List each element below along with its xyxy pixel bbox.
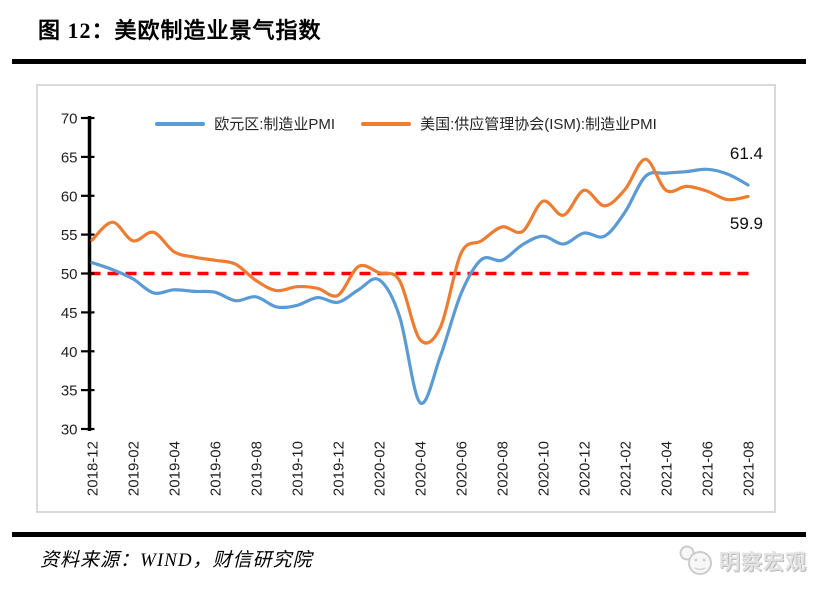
legend-label-eurozone: 欧元区:制造业PMI xyxy=(214,116,336,133)
x-tick-label: 2020-08 xyxy=(495,441,512,496)
watermark-logo-icon xyxy=(679,545,712,575)
x-tick-label: 2020-04 xyxy=(413,441,430,496)
watermark-text: 明察宏观 xyxy=(719,551,807,574)
y-tick-label: 60 xyxy=(61,188,78,205)
y-tick-label: 30 xyxy=(61,422,78,439)
x-tick-label: 2020-06 xyxy=(454,441,471,496)
line-plot: 30 35 40 45 50 55 60 65 70 2018-12 2019-02 2019-04 2… xyxy=(61,111,758,497)
figure-title: 图 12：美欧制造业景气指数 xyxy=(38,18,322,43)
us-ism-pmi-line xyxy=(90,157,750,345)
chart-area: 欧元区:制造业PMI 美国:供应管理协会(ISM):制造业PMI 30 35 40 4… xyxy=(36,84,776,513)
x-tick-label: 2020-12 xyxy=(577,441,594,496)
x-tick-label: 2019-04 xyxy=(167,441,184,496)
legend-item-us-ism: 美国:供应管理协会(ISM):制造业PMI xyxy=(361,113,657,134)
chart-legend: 欧元区:制造业PMI 美国:供应管理协会(ISM):制造业PMI xyxy=(38,113,774,134)
x-tick-label: 2021-04 xyxy=(659,441,676,496)
y-tick-label: 35 xyxy=(61,383,78,400)
x-tick-label: 2019-08 xyxy=(249,441,266,496)
y-tick-label: 40 xyxy=(61,344,78,361)
eurozone-pmi-line xyxy=(90,167,750,405)
x-tick-label: 2021-06 xyxy=(700,441,717,496)
y-tick-label: 65 xyxy=(61,149,78,166)
x-tick-label: 2019-10 xyxy=(290,441,307,496)
title-divider xyxy=(12,59,806,64)
x-tick-label: 2020-02 xyxy=(372,441,389,496)
y-tick-label: 50 xyxy=(61,266,78,283)
source-note: 资料来源：WIND，财信研究院 xyxy=(40,550,313,571)
us-ism-line-swatch xyxy=(361,121,412,126)
x-tick-label: 2019-02 xyxy=(126,441,143,496)
x-tick-label: 2019-12 xyxy=(331,441,348,496)
legend-label-us-ism: 美国:供应管理协会(ISM):制造业PMI xyxy=(420,116,657,133)
y-tick-label: 55 xyxy=(61,227,78,244)
x-tick-label: 2021-08 xyxy=(741,441,758,496)
eurozone-line-swatch xyxy=(155,121,206,126)
footer-divider xyxy=(12,532,806,537)
eurozone-end-value: 61.4 xyxy=(729,144,763,163)
y-tick-label: 70 xyxy=(61,111,78,128)
x-tick-label: 2018-12 xyxy=(85,441,102,496)
y-tick-label: 45 xyxy=(61,305,78,322)
legend-item-eurozone: 欧元区:制造业PMI xyxy=(155,113,335,134)
us-ism-end-value: 59.9 xyxy=(729,214,763,233)
x-tick-label: 2020-10 xyxy=(536,441,553,496)
watermark: 明察宏观 xyxy=(677,543,807,579)
x-tick-label: 2021-02 xyxy=(618,441,635,496)
x-tick-label: 2019-06 xyxy=(208,441,225,496)
